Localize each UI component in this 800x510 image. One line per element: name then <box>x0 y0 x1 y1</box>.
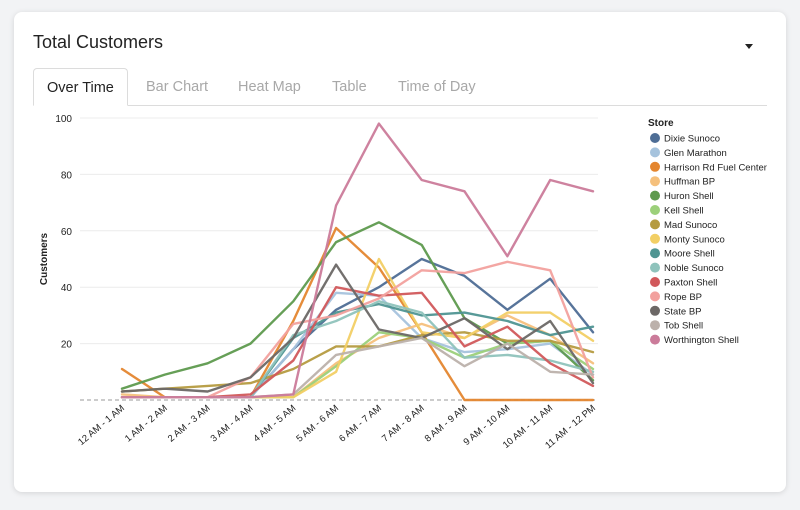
series-line-worthington-shell <box>120 122 595 399</box>
y-tick-label: 20 <box>61 340 73 351</box>
y-tick-label: 40 <box>61 283 73 294</box>
y-tick-label: 60 <box>61 227 73 238</box>
legend-label-harrison-rd-fuel-center: Harrison Rd Fuel Center <box>664 162 767 173</box>
card-options-dropdown-icon[interactable] <box>745 44 753 49</box>
legend-swatch-tob-shell <box>650 320 660 331</box>
legend-label-kell-shell: Kell Shell <box>664 206 704 217</box>
x-tick-label: 3 AM - 4 AM <box>209 403 256 445</box>
view-tabs: Over Time Bar Chart Heat Map Table Time … <box>33 68 767 106</box>
legend-label-huron-shell: Huron Shell <box>664 191 714 202</box>
x-tick-label: 5 AM - 6 AM <box>294 403 341 445</box>
x-tick-label: 12 AM - 1 AM <box>76 403 127 448</box>
legend-swatch-glen-marathon <box>650 147 660 158</box>
series-line-state-bp <box>120 263 595 393</box>
card-title: Total Customers <box>33 32 164 52</box>
legend-swatch-state-bp <box>650 305 660 316</box>
legend-label-tob-shell: Tob Shell <box>664 321 703 332</box>
legend-label-dixie-sunoco: Dixie Sunoco <box>664 134 720 145</box>
legend-swatch-monty-sunoco <box>650 233 660 244</box>
legend-swatch-huron-shell <box>650 190 660 201</box>
series-line-mad-sunoco <box>120 331 595 393</box>
legend-swatch-huffman-bp <box>650 176 660 187</box>
x-tick-label: 2 AM - 3 AM <box>166 403 213 445</box>
legend-label-glen-marathon: Glen Marathon <box>664 148 727 159</box>
y-tick-label: 100 <box>55 114 72 125</box>
tab-over-time[interactable]: Over Time <box>33 68 128 106</box>
legend-label-rope-bp: Rope BP <box>664 292 702 303</box>
tab-bar-chart[interactable]: Bar Chart <box>146 79 209 95</box>
legend-swatch-harrison-rd-fuel-center <box>650 161 660 172</box>
series-line-dixie-sunoco <box>120 257 595 399</box>
tab-table[interactable]: Table <box>332 79 367 95</box>
legend-swatch-paxton-shell <box>650 277 660 287</box>
legend-swatch-mad-sunoco <box>650 219 660 230</box>
legend-swatch-moore-shell <box>650 248 660 259</box>
tab-heat-map[interactable]: Heat Map <box>238 79 301 95</box>
x-tick-label: 1 AM - 2 AM <box>123 403 170 445</box>
tab-time-of-day[interactable]: Time of Day <box>398 79 476 95</box>
legend-label-mad-sunoco: Mad Sunoco <box>664 220 717 231</box>
legend-label-state-bp: State BP <box>664 306 702 317</box>
legend-label-paxton-shell: Paxton Shell <box>664 278 717 289</box>
legend-swatch-noble-sunoco <box>650 262 660 273</box>
series-line-rope-bp <box>120 260 595 399</box>
legend-swatch-dixie-sunoco <box>650 133 660 143</box>
legend-title: Store <box>648 118 674 129</box>
y-axis-label: Customers <box>39 232 50 285</box>
legend-label-monty-sunoco: Monty Sunoco <box>664 234 725 245</box>
series-line-monty-sunoco <box>120 257 595 399</box>
legend-swatch-kell-shell <box>650 205 660 215</box>
x-tick-label: 4 AM - 5 AM <box>251 403 298 445</box>
legend-swatch-rope-bp <box>650 291 660 302</box>
x-tick-label: 6 AM - 7 AM <box>337 403 384 445</box>
x-tick-label: 7 AM - 8 AM <box>380 403 427 445</box>
legend-label-moore-shell: Moore Shell <box>664 249 715 260</box>
legend-label-noble-sunoco: Noble Sunoco <box>664 263 724 274</box>
legend-swatch-worthington-shell <box>650 334 660 345</box>
legend-label-huffman-bp: Huffman BP <box>664 177 715 188</box>
legend-label-worthington-shell: Worthington Shell <box>664 335 739 346</box>
y-tick-label: 80 <box>61 170 73 181</box>
